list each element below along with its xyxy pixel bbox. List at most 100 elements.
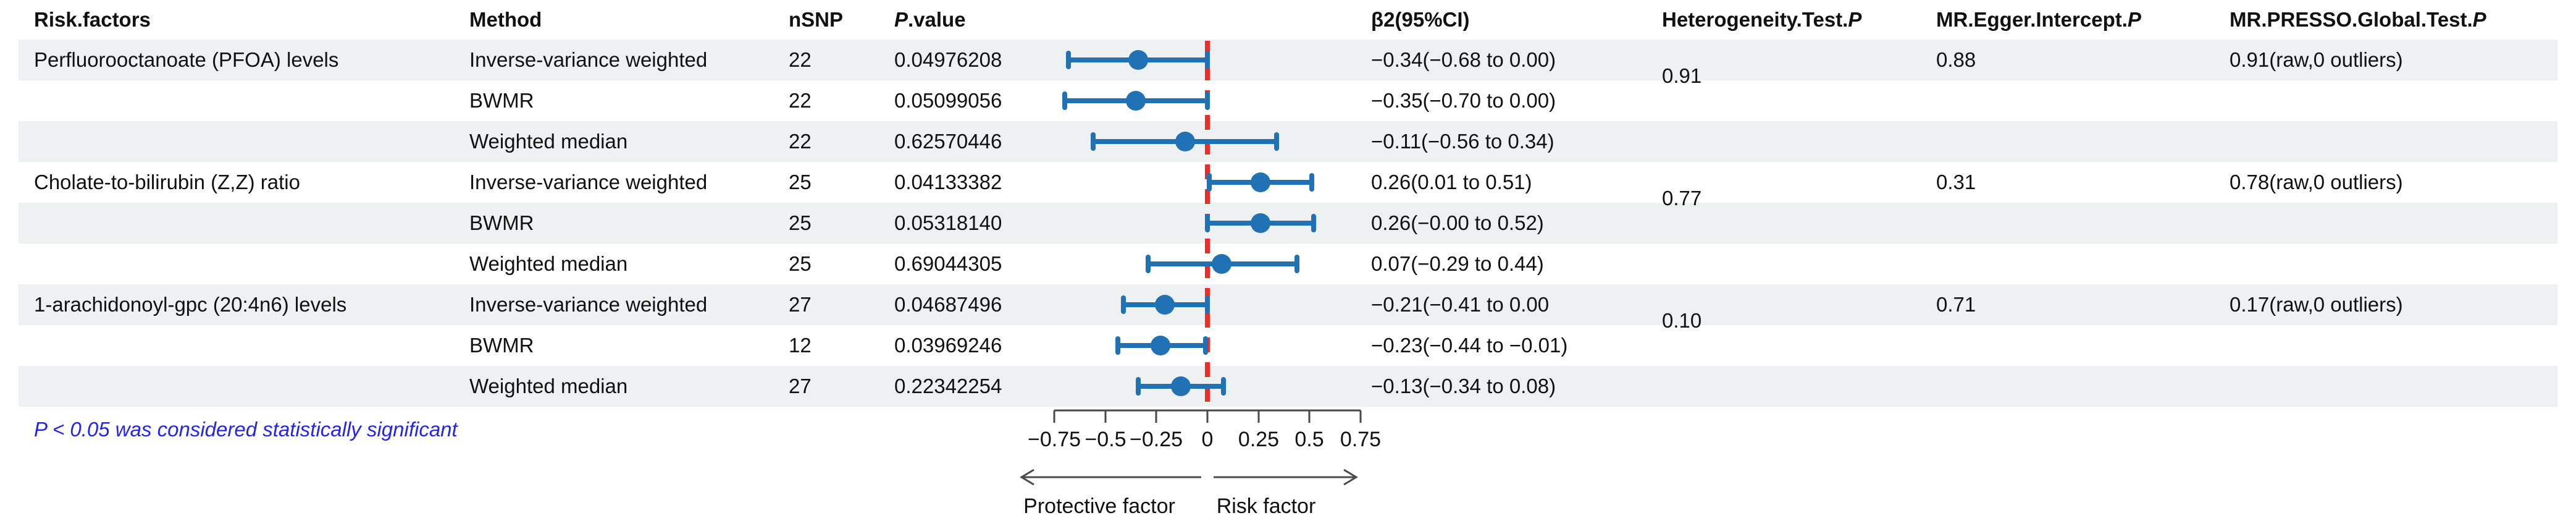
col-header-egger-intercept: MR.Egger.Intercept. P	[1930, 0, 2223, 40]
row-stripe	[19, 121, 2557, 162]
x-axis: −0.75 −0.5 −0.25 0 0.25 0.5 0.75	[1028, 409, 1381, 451]
beta-ci-cell: −0.23(−0.44 to −0.01)	[1371, 325, 1640, 366]
beta-ci-cell: 0.26(0.01 to 0.51)	[1371, 162, 1640, 203]
nsnp-value: 22	[789, 48, 812, 71]
ci-cap-high	[1221, 377, 1227, 396]
pvalue-cell: 0.03969246	[877, 325, 1007, 366]
pvalue: 0.69044305	[894, 252, 1002, 275]
beta-ci-cell: 0.07(−0.29 to 0.44)	[1371, 244, 1640, 284]
nsnp-value: 27	[789, 375, 812, 397]
method-cell: Inverse-variance weighted	[460, 162, 781, 203]
nsnp-cell: 27	[781, 284, 877, 325]
ci-cap-low	[1207, 173, 1212, 192]
heterogeneity-p-value: 0.10	[1662, 309, 1702, 332]
x-axis-tick-label: 0.5	[1294, 428, 1324, 451]
col-header-beta-ci: β2(95%CI)	[1371, 0, 1640, 40]
ci-cap-high	[1205, 51, 1210, 69]
ci-cap-low	[1205, 214, 1210, 232]
presso-p-cell: 0.91(raw,0 outliers)	[2223, 40, 2557, 80]
col-header-label: P	[1848, 8, 1862, 31]
ci-cap-low	[1121, 295, 1126, 314]
heterogeneity-p-cell: 0.91	[1640, 40, 1930, 162]
pvalue: 0.05318140	[894, 211, 1002, 234]
presso-p-cell: 0.78(raw,0 outliers)	[2223, 162, 2557, 203]
nsnp-value: 25	[789, 252, 812, 275]
ci-cap-low	[1135, 377, 1141, 396]
ci-cap-high	[1274, 132, 1280, 151]
point-estimate-dot	[1250, 172, 1270, 192]
row-stripe	[19, 40, 2557, 80]
forest-plot-cell	[1007, 162, 1371, 203]
method-cell: Inverse-variance weighted	[460, 284, 781, 325]
presso-p-cell: 0.17(raw,0 outliers)	[2223, 284, 2557, 325]
nsnp-value: 12	[789, 334, 812, 357]
col-header-label: Risk.factors	[34, 8, 151, 31]
x-axis-tick-label: 0.25	[1238, 428, 1279, 451]
method-label: BWMR	[469, 211, 534, 234]
ci-cap-high	[1294, 255, 1300, 273]
col-header-label: Method	[469, 8, 542, 31]
significance-footnote: P < 0.05 was considered statistically si…	[34, 418, 458, 441]
method-cell: BWMR	[460, 80, 781, 121]
nsnp-cell: 25	[781, 244, 877, 284]
method-label: Weighted median	[469, 252, 628, 275]
protective-arrowhead-icon	[1020, 469, 1034, 486]
direction-arrows-container: Protective factor Risk factor	[1007, 469, 1371, 524]
col-header-label: .value	[908, 8, 966, 31]
point-estimate-dot	[1250, 213, 1270, 233]
risk-arrowhead-icon	[1343, 469, 1358, 486]
egger-p-value: 0.31	[1936, 171, 1976, 193]
method-label: Weighted median	[469, 375, 628, 397]
beta-ci-value: −0.23(−0.44 to −0.01)	[1371, 334, 1568, 357]
pvalue-cell: 0.22342254	[877, 366, 1007, 407]
ci-cap-low	[1062, 91, 1067, 110]
ci-cap-high	[1205, 295, 1210, 314]
row-stripe	[19, 284, 2557, 325]
pvalue-cell: 0.05318140	[877, 203, 1007, 244]
beta-ci-value: 0.26(−0.00 to 0.52)	[1371, 211, 1544, 234]
presso-p-value: 0.91(raw,0 outliers)	[2230, 48, 2403, 71]
method-cell: Weighted median	[460, 366, 781, 407]
method-cell: BWMR	[460, 203, 781, 244]
direction-arrows: Protective factor Risk factor	[1020, 469, 1358, 518]
risk-factor-label: 1-arachidonoyl-gpc (20:4n6) levels	[34, 293, 347, 316]
col-header-label: P	[894, 8, 908, 31]
x-axis-tick-label: −0.25	[1130, 428, 1183, 451]
nsnp-cell: 22	[781, 80, 877, 121]
x-axis-tick-label: −0.75	[1028, 428, 1081, 451]
point-estimate-dot	[1126, 91, 1146, 111]
col-header-label: P	[2472, 8, 2486, 31]
pvalue: 0.04976208	[894, 48, 1002, 71]
col-header-label: MR.PRESSO.Global.Test.	[2230, 8, 2473, 31]
heterogeneity-p-cell: 0.77	[1640, 162, 1930, 284]
x-axis-container: −0.75 −0.5 −0.25 0 0.25 0.5 0.75	[1007, 407, 1381, 469]
point-estimate-dot	[1171, 376, 1191, 396]
ci-cap-low	[1115, 336, 1120, 355]
ci-cap-high	[1309, 173, 1314, 192]
ci-cap-high	[1205, 91, 1210, 110]
method-label: Inverse-variance weighted	[469, 171, 708, 193]
risk-factor-cell: Cholate-to-bilirubin (Z,Z) ratio	[19, 162, 460, 203]
pvalue: 0.03969246	[894, 334, 1002, 357]
pvalue-cell: 0.05099056	[877, 80, 1007, 121]
method-label: BWMR	[469, 334, 534, 357]
heterogeneity-p-value: 0.91	[1662, 64, 1702, 87]
risk-factor-label: Perfluorooctanoate (PFOA) levels	[34, 48, 339, 71]
presso-p-value: 0.78(raw,0 outliers)	[2230, 171, 2403, 193]
ci-cap-high	[1202, 336, 1208, 355]
pvalue: 0.04133382	[894, 171, 1002, 193]
egger-p-cell: 0.88	[1930, 40, 2223, 80]
egger-p-cell: 0.31	[1930, 162, 2223, 203]
beta-ci-value: 0.07(−0.29 to 0.44)	[1371, 252, 1544, 275]
col-header-label: β2(95%CI)	[1371, 8, 1470, 31]
nsnp-cell: 27	[781, 366, 877, 407]
method-cell: BWMR	[460, 325, 781, 366]
forest-plot-cell	[1007, 203, 1371, 244]
method-cell: Weighted median	[460, 244, 781, 284]
pvalue-cell: 0.04133382	[877, 162, 1007, 203]
egger-p-value: 0.71	[1936, 293, 1976, 316]
method-label: BWMR	[469, 89, 534, 112]
point-estimate-dot	[1128, 50, 1148, 70]
point-estimate-dot	[1175, 132, 1195, 151]
